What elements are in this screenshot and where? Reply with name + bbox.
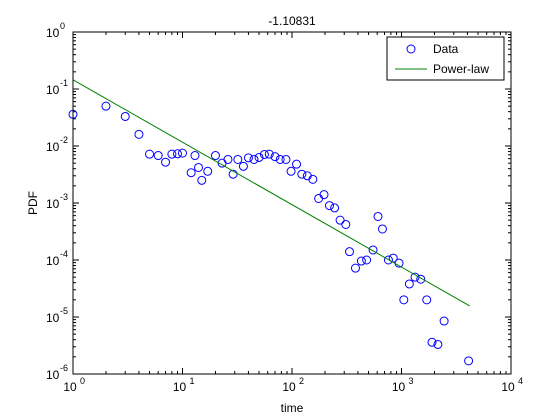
data-point (243, 153, 253, 163)
legend: Data Power-law (386, 36, 505, 81)
x-tick-label: 10 (501, 380, 515, 394)
data-point (210, 151, 220, 161)
data-point (422, 295, 432, 305)
data-point (335, 215, 345, 225)
x-tick-exponent: 2 (299, 376, 304, 386)
x-tick-label: 10 (282, 380, 296, 394)
plot-frame (72, 31, 512, 375)
data-point (281, 154, 291, 164)
data-point (464, 356, 474, 366)
data-point (433, 339, 443, 349)
data-point (330, 203, 340, 213)
data-point (167, 149, 177, 159)
legend-power-law-label: Power-law (433, 62, 489, 76)
y-tick-label: 10 (46, 311, 60, 325)
data-point (308, 174, 318, 184)
y-tick-exponent: -4 (60, 249, 68, 259)
data-point (172, 149, 182, 159)
data-point (197, 175, 207, 185)
power-law-line (72, 79, 470, 307)
data-point (270, 152, 280, 162)
data-point (319, 190, 329, 200)
series-layer (68, 79, 474, 366)
x-tick-exponent: 3 (409, 376, 414, 386)
y-tick-exponent: -3 (60, 192, 68, 202)
x-tick-label: 10 (173, 380, 187, 394)
data-point (368, 245, 378, 255)
data-point (238, 161, 248, 171)
data-point (324, 201, 334, 211)
data-point (134, 129, 144, 139)
x-tick-label: 10 (392, 380, 406, 394)
data-point (186, 168, 196, 178)
y-tick-label: 10 (46, 368, 60, 382)
data-point (399, 295, 409, 305)
y-tick-exponent: -1 (60, 78, 68, 88)
data-point (377, 224, 387, 234)
plot-area (73, 32, 511, 374)
data-point (383, 255, 393, 265)
data-point (254, 152, 264, 162)
x-tick-label: 10 (63, 380, 77, 394)
data-point (439, 316, 449, 326)
legend-data-marker (406, 44, 416, 54)
y-tick-label: 10 (46, 197, 60, 211)
y-tick-exponent: -5 (60, 306, 68, 316)
data-point (223, 154, 233, 164)
data-point (145, 149, 155, 159)
data-point (286, 166, 296, 176)
data-point (427, 337, 437, 347)
y-axis-label: PDF (26, 191, 40, 215)
data-point (362, 255, 372, 265)
data-point (101, 101, 111, 111)
data-point (264, 149, 274, 159)
y-tick-label: 10 (46, 26, 60, 40)
data-point (373, 211, 383, 221)
x-tick-exponent: 0 (80, 376, 85, 386)
legend-data-label: Data (433, 42, 459, 56)
data-point (341, 219, 351, 229)
chart-title: -1.10831 (268, 14, 316, 28)
data-point (228, 169, 238, 179)
data-point (194, 162, 204, 172)
data-point (259, 149, 269, 159)
x-tick-exponent: 4 (518, 376, 523, 386)
data-point (292, 159, 302, 169)
data-point (416, 274, 426, 284)
data-point (190, 151, 200, 161)
data-point (178, 148, 187, 158)
y-tick-label: 10 (46, 254, 60, 268)
data-point (203, 166, 213, 176)
y-tick-label: 10 (46, 83, 60, 97)
legend-box (386, 36, 505, 81)
x-axis-label: time (281, 401, 304, 415)
data-point (275, 154, 285, 164)
data-point (350, 263, 360, 273)
data-point (233, 154, 243, 164)
data-point (120, 111, 130, 121)
data-point (297, 169, 307, 179)
data-point (344, 247, 354, 257)
data-point (153, 151, 163, 161)
y-tick-label: 10 (46, 140, 60, 154)
data-point (356, 256, 366, 266)
data-point (161, 157, 171, 167)
x-tick-exponent: 1 (190, 376, 195, 386)
data-point (404, 279, 414, 289)
data-point (249, 154, 259, 164)
y-tick-exponent: -2 (60, 135, 68, 145)
y-tick-exponent: -6 (60, 363, 68, 373)
y-tick-exponent: 0 (60, 21, 65, 31)
